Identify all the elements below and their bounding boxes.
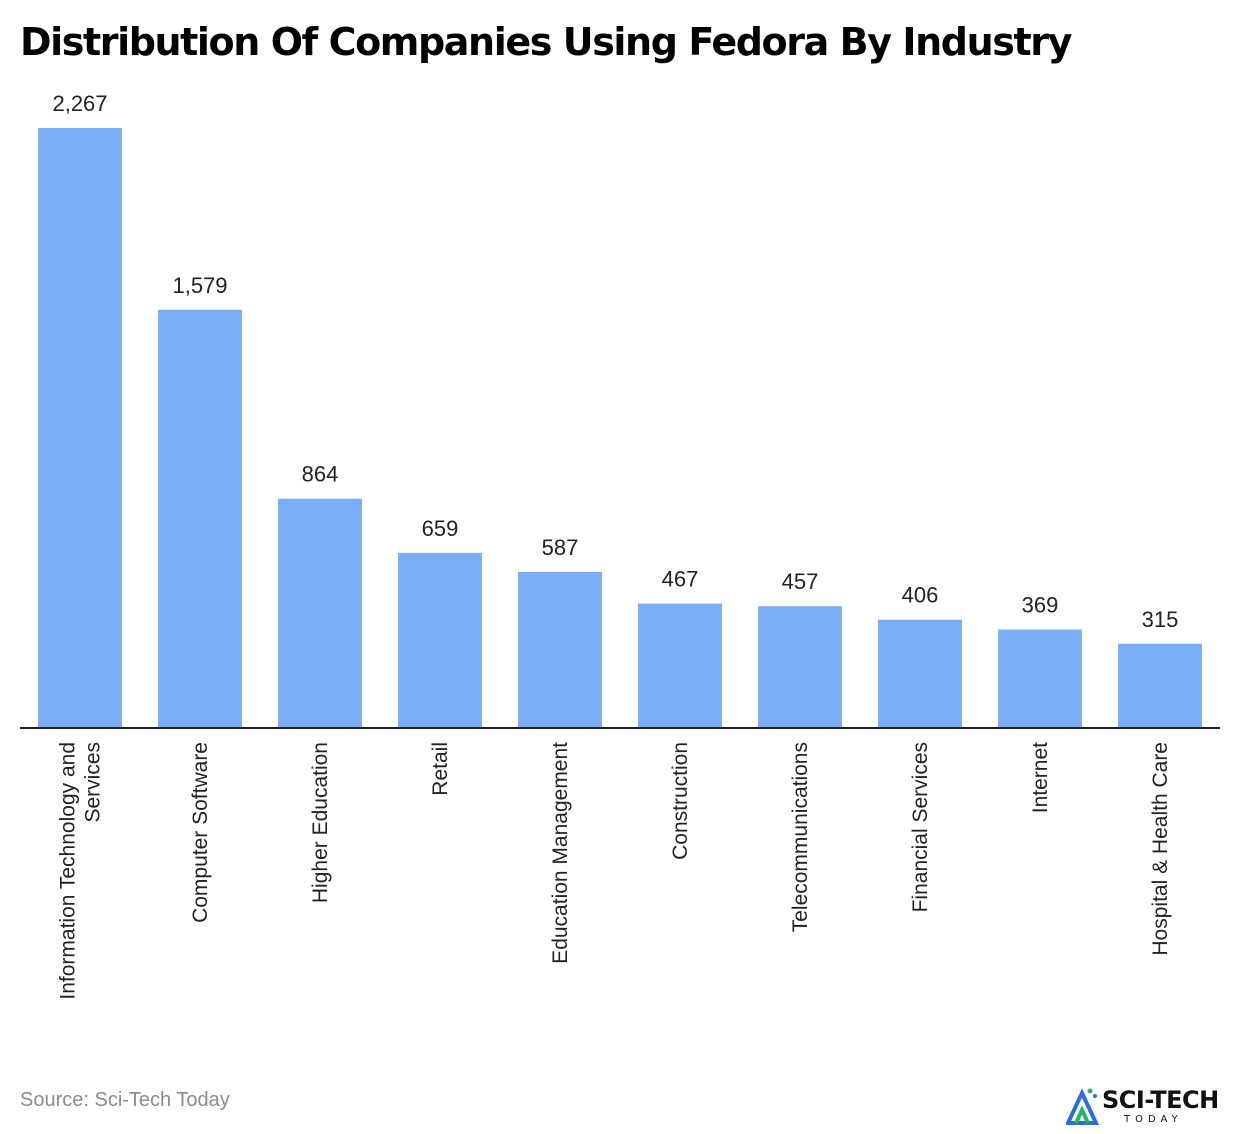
bar [278,498,362,727]
bar [518,571,602,727]
tick-label-line: Hospital & Health Care [1149,742,1172,956]
data-label: 1,579 [172,273,227,298]
bar [1118,643,1202,727]
tick-label: Hospital & Health Care [1149,742,1172,956]
tick-label-line: Internet [1029,742,1052,813]
logo-tagline: TODAY [1124,1114,1183,1125]
data-label: 406 [902,583,939,608]
sci-tech-logo: SCI-TECH TODAY [1064,1085,1238,1131]
bar [998,629,1082,727]
data-label: 659 [422,516,459,541]
tick-label: Education Management [549,742,572,964]
bar [878,619,962,727]
data-label: 369 [1022,593,1059,618]
data-label: 467 [662,567,699,592]
tick-label: Higher Education [309,742,332,903]
bar [158,309,242,727]
bar-chart: 2,267 Information Technology andServices 1… [20,91,1220,1000]
data-label: 2,267 [52,91,107,116]
tick-label-line: Education Management [549,742,572,964]
tick-label-line: Computer Software [189,742,212,923]
tick-label: Retail [429,742,452,796]
tick-label: Internet [1029,742,1052,813]
bar [758,606,842,727]
bar [38,128,122,727]
tick-label-line: Financial Services [909,742,932,912]
tick-label-line: Retail [429,742,452,796]
source-note: Source: Sci-Tech Today [20,1089,230,1111]
tick-label: Construction [669,742,692,860]
data-label: 864 [302,462,339,487]
tick-label: Telecommunications [789,742,812,932]
bar [398,552,482,727]
tick-label-line: Services [82,742,105,823]
tick-label-line: Construction [669,742,692,860]
logo-mark-icon [1064,1088,1100,1125]
data-label: 315 [1142,607,1179,632]
tick-label-line: Information Technology and [57,742,80,1000]
tick-label: Financial Services [909,742,932,912]
chart-title: Distribution Of Companies Using Fedora B… [20,20,1072,64]
bar [638,603,722,727]
tick-label: Information Technology andServices [57,742,105,1000]
tick-label: Computer Software [189,742,212,923]
data-label: 457 [782,569,819,594]
logo-name: SCI-TECH [1102,1086,1219,1114]
tick-label-line: Telecommunications [789,742,812,932]
tick-label-line: Higher Education [309,742,332,903]
data-label: 587 [542,535,579,560]
